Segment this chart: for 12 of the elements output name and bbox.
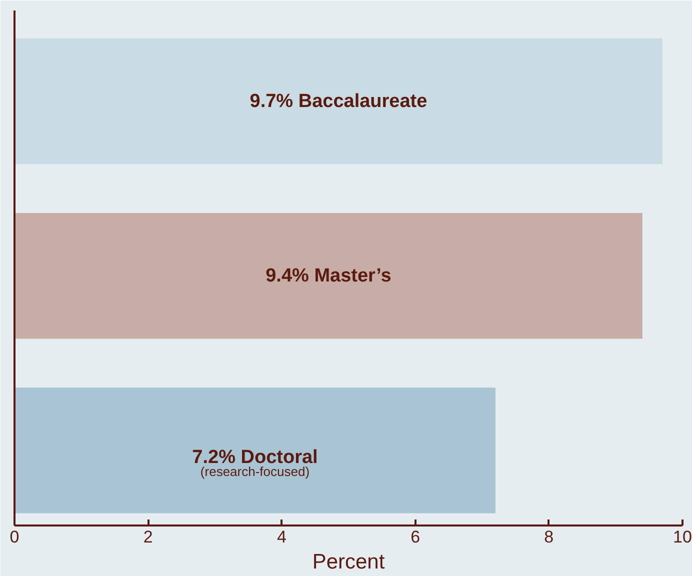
x-tick-label: 6 <box>410 528 420 546</box>
x-tick-label: 2 <box>143 528 153 546</box>
bar <box>14 388 496 514</box>
x-axis-title: Percent <box>312 550 385 574</box>
text: 9.4% Master’s <box>266 265 392 286</box>
bar <box>14 38 662 164</box>
bar <box>14 213 642 339</box>
x-tick-label: 10 <box>673 528 692 546</box>
text: 9.7% Baccalaureate <box>250 90 428 112</box>
x-tick-label: 0 <box>10 528 20 546</box>
x-tick-label: 4 <box>276 528 286 546</box>
x-tick-label: 8 <box>544 528 554 546</box>
